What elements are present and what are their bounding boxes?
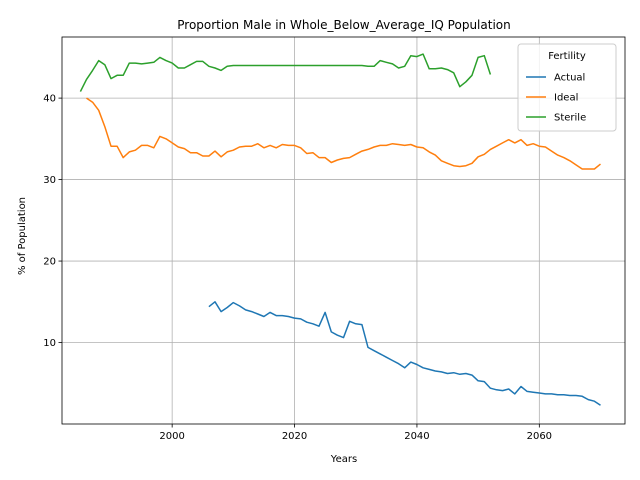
y-tick-label: 20 [43, 257, 56, 268]
y-tick-label: 40 [43, 94, 56, 105]
x-tick-label: 2000 [159, 431, 184, 442]
series-line-sterile [79, 53, 492, 92]
legend-label-actual: Actual [554, 73, 585, 84]
y-tick-label: 10 [43, 338, 56, 349]
x-axis-label: Years [330, 454, 357, 465]
chart-title: Proportion Male in Whole_Below_Average_I… [177, 18, 510, 32]
axis-ticks: 2000 2020 2040 2060 10 20 30 40 [43, 94, 552, 442]
plot-frame [61, 36, 626, 425]
x-tick-label: 2020 [282, 431, 307, 442]
x-tick-label: 2060 [527, 431, 552, 442]
legend-title: Fertility [548, 51, 586, 62]
x-tick-label: 2040 [404, 431, 429, 442]
legend-entries: Actual Ideal Sterile [526, 73, 586, 124]
y-axis-label: % of Population [17, 197, 28, 275]
legend: Fertility Actual Ideal Sterile [517, 43, 617, 132]
legend-box [517, 43, 617, 132]
series-layer [79, 53, 601, 406]
legend-label-ideal: Ideal [554, 93, 578, 104]
y-tick-label: 30 [43, 175, 56, 186]
series-line-actual [208, 301, 601, 406]
legend-label-sterile: Sterile [554, 113, 586, 124]
series-line-ideal [86, 97, 601, 170]
